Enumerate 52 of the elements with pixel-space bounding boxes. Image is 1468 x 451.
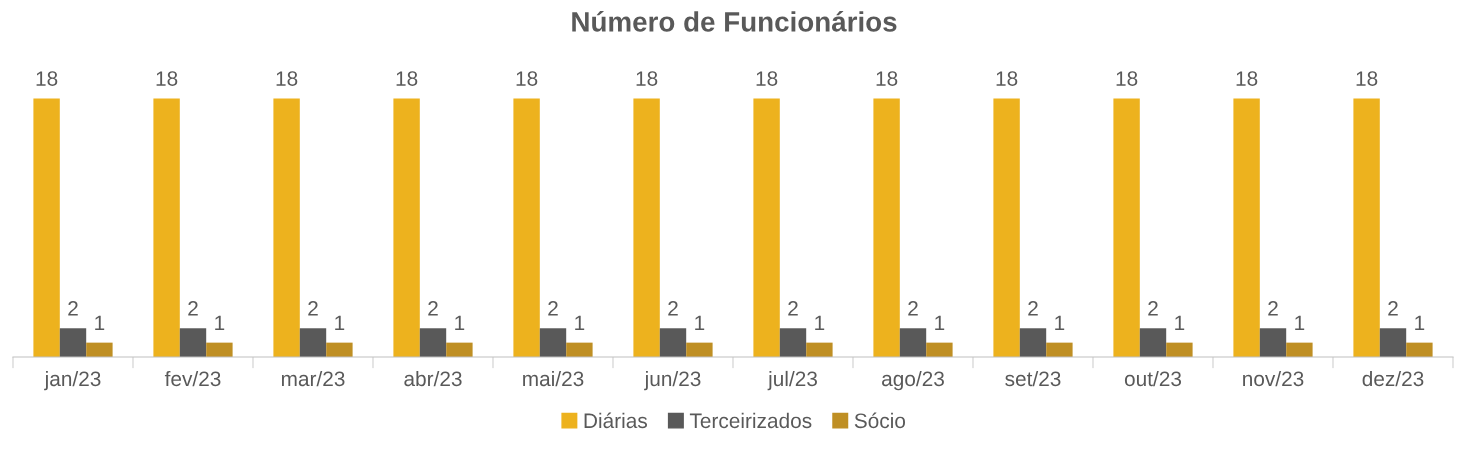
- data-label: 18: [156, 71, 178, 86]
- data-label: 18: [1356, 71, 1378, 86]
- x-tick-label: jul/23: [767, 370, 817, 391]
- x-tick-label: mai/23: [523, 370, 584, 387]
- x-tick-label: ago/23: [882, 370, 944, 391]
- data-label: 18: [276, 71, 298, 86]
- x-tick-label: abr/23: [404, 370, 462, 387]
- data-label: 2: [788, 301, 798, 316]
- data-label: 18: [996, 71, 1018, 86]
- x-tick-label: dez/23: [1362, 370, 1424, 387]
- data-label: 18: [516, 71, 538, 86]
- chart-title: Número de Funcionários: [572, 11, 897, 32]
- data-label: 2: [308, 301, 318, 316]
- data-label: 18: [36, 71, 58, 86]
- data-label: 18: [876, 71, 898, 86]
- data-label: 1: [455, 315, 465, 330]
- data-label: 1: [1055, 315, 1065, 330]
- data-label: 2: [548, 301, 558, 316]
- x-tick-label: nov/23: [1243, 370, 1304, 387]
- data-label: 1: [1295, 315, 1305, 330]
- data-label: 2: [428, 301, 438, 316]
- data-label: 2: [1028, 301, 1038, 316]
- x-tick-label: jun/23: [644, 370, 701, 391]
- data-label: 2: [1148, 301, 1158, 316]
- legend-label: Terceirizados: [689, 412, 812, 429]
- x-tick-label: mar/23: [281, 370, 345, 387]
- data-label: 2: [1268, 301, 1278, 316]
- data-label: 1: [935, 315, 945, 330]
- data-label: 1: [215, 315, 225, 330]
- data-label: 18: [1116, 71, 1138, 86]
- data-label: 2: [1388, 301, 1398, 316]
- data-label: 2: [68, 301, 78, 316]
- x-tick-label: set/23: [1005, 370, 1061, 387]
- data-label: 2: [908, 301, 918, 316]
- data-label: 18: [756, 71, 778, 86]
- x-tick-label: fev/23: [164, 370, 221, 387]
- data-label: 2: [668, 301, 678, 316]
- data-label: 1: [815, 315, 825, 330]
- data-label: 18: [636, 71, 658, 86]
- x-tick-label: jan/23: [44, 370, 101, 391]
- data-label: 1: [95, 315, 105, 330]
- data-label: 1: [1175, 315, 1185, 330]
- x-tick-label: out/23: [1124, 370, 1182, 387]
- data-label: 1: [575, 315, 585, 330]
- legend-label: Sócio: [854, 412, 906, 429]
- data-label: 1: [1415, 315, 1425, 330]
- data-label: 2: [188, 301, 198, 316]
- data-label: 1: [695, 315, 705, 330]
- legend-label: Diárias: [584, 412, 647, 429]
- data-label: 18: [396, 71, 418, 86]
- data-label: 18: [1236, 71, 1258, 86]
- data-label: 1: [335, 315, 345, 330]
